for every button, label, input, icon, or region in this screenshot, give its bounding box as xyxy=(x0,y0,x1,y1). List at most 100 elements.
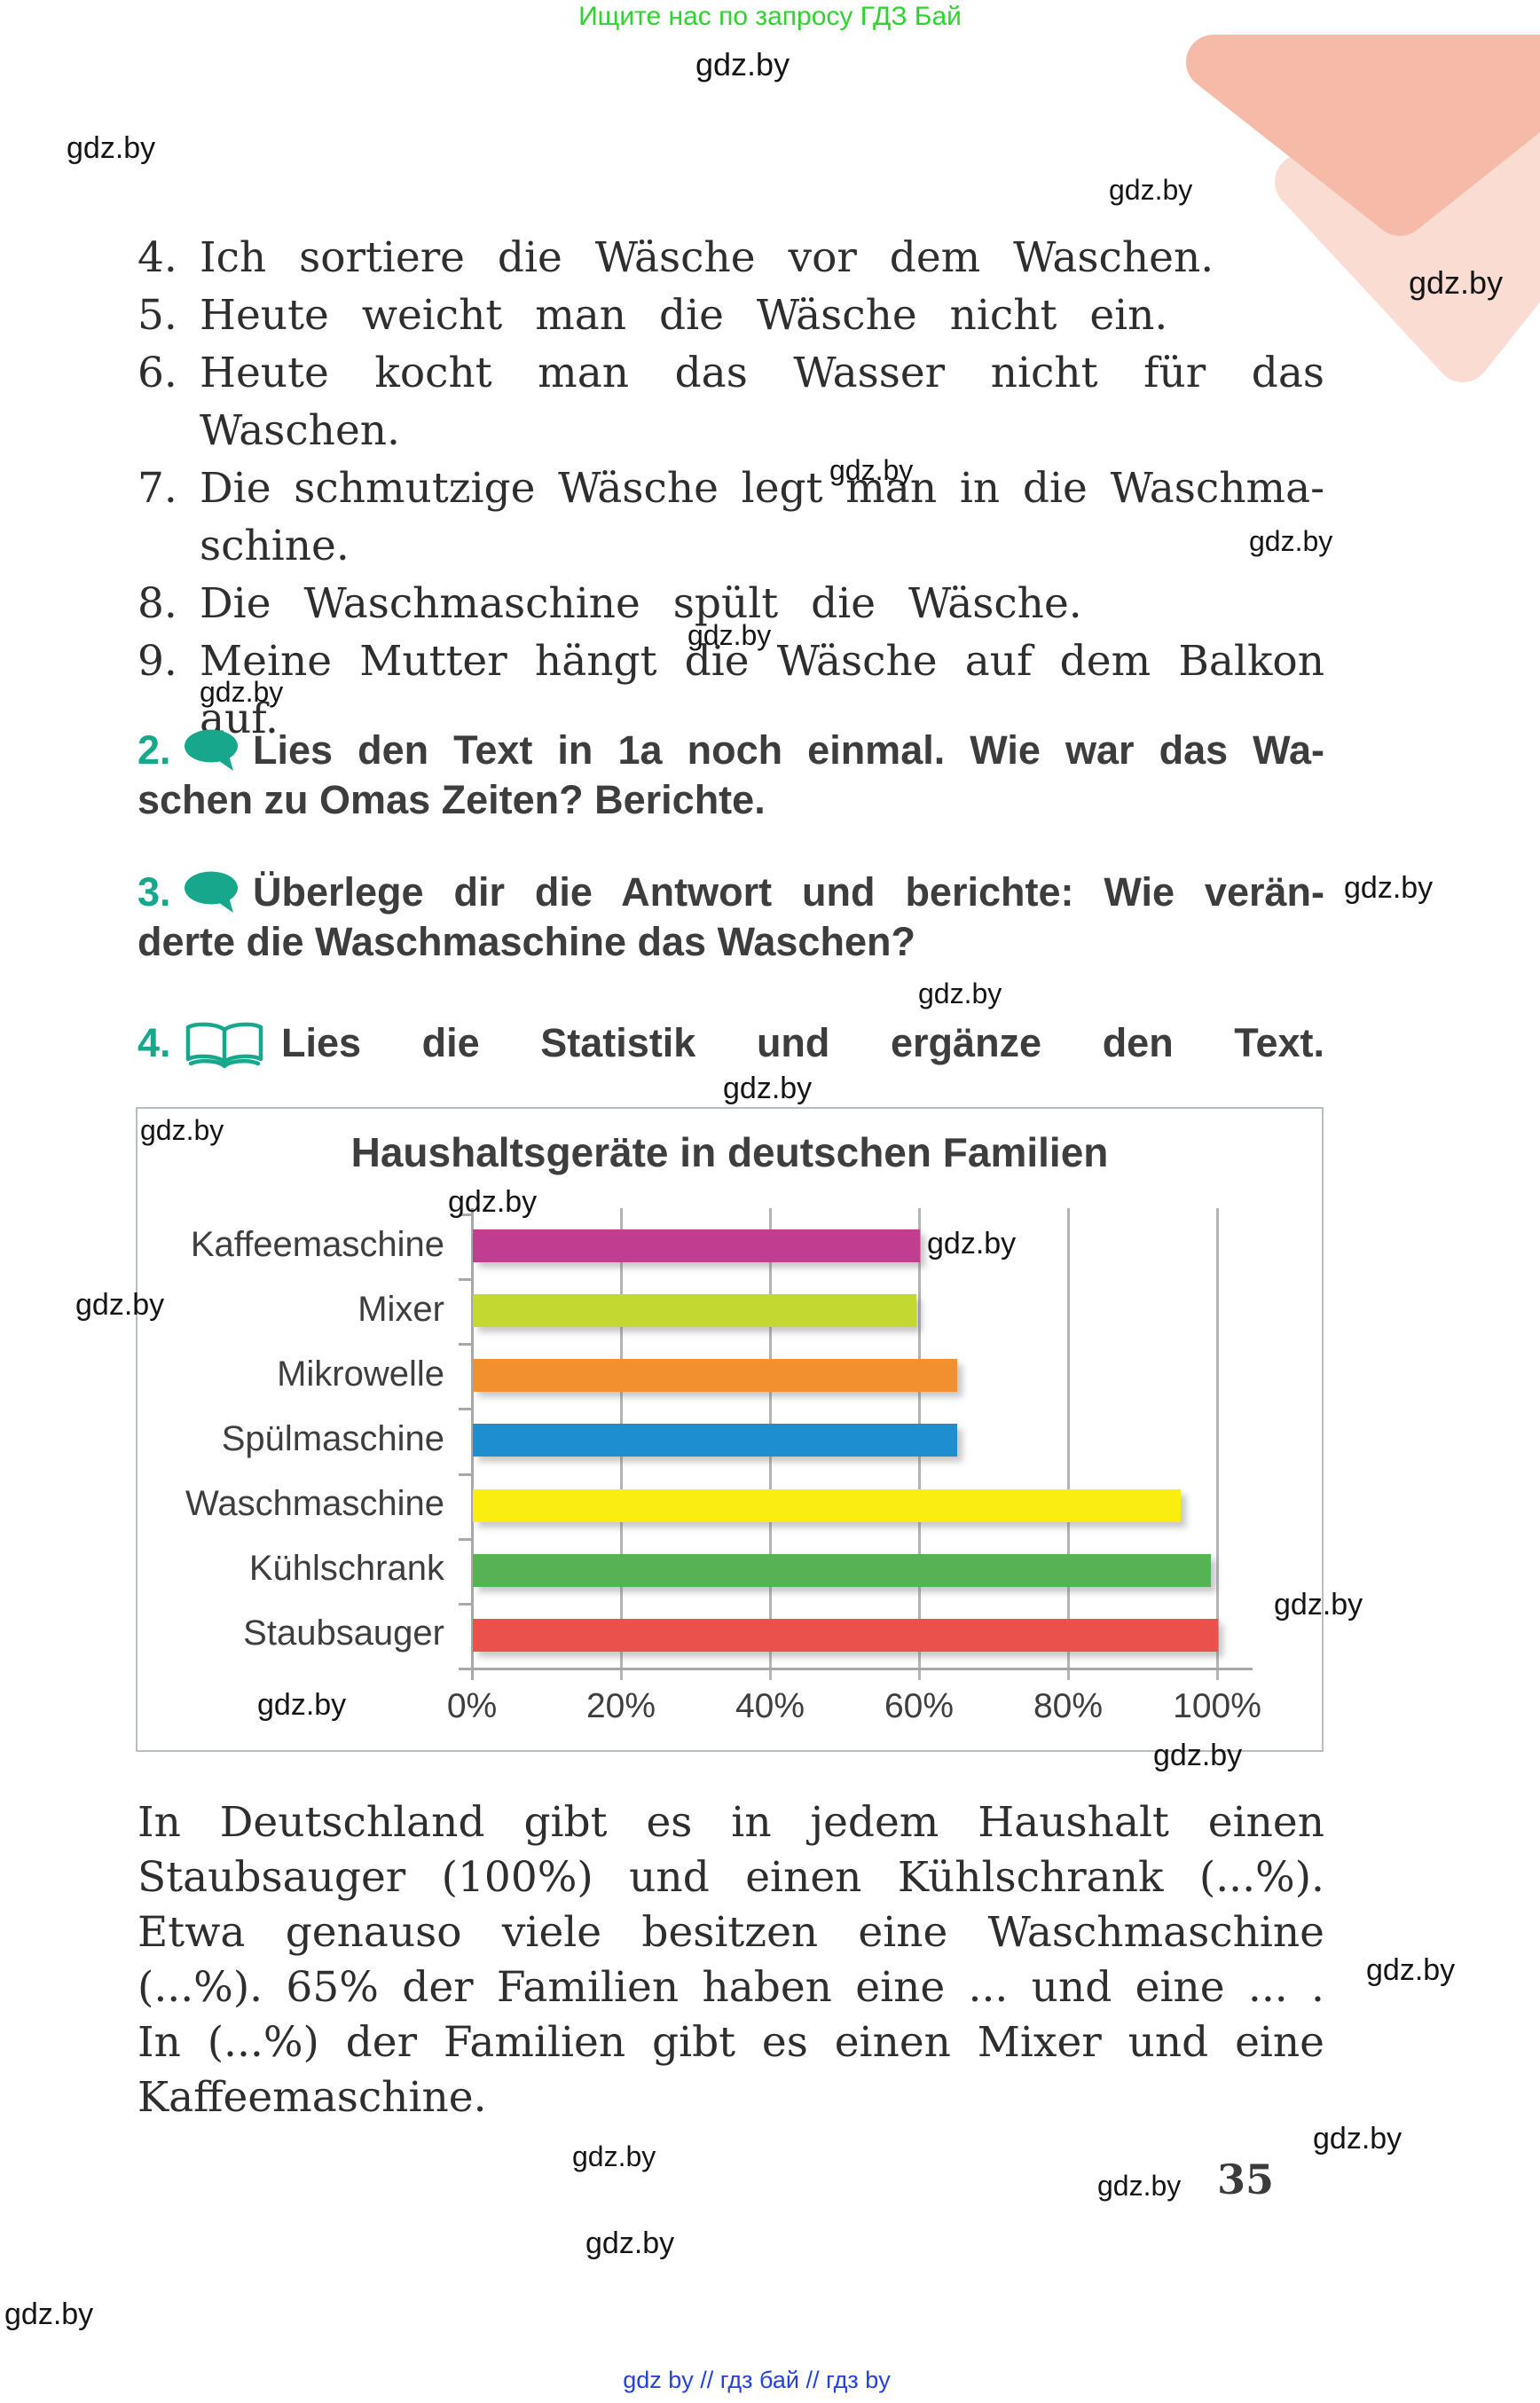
bar-kühlschrank xyxy=(473,1554,1211,1587)
site-watermark: gdz.by xyxy=(1274,1588,1363,1622)
task-text-line: schen zu Omas Zeiten? Berichte. xyxy=(138,777,766,822)
x-axis-tick-label: 0% xyxy=(446,1687,498,1725)
x-axis-tick-label: 40% xyxy=(735,1687,805,1725)
site-watermark: gdz.by xyxy=(585,2226,675,2260)
paragraph-line: In (...%) der Familien gibt es einen Mix… xyxy=(138,2018,1324,2067)
y-axis-tick xyxy=(459,1603,472,1606)
y-axis-tick xyxy=(459,1213,472,1216)
chart-gridline xyxy=(1216,1208,1219,1680)
paragraph-line: Staubsauger (100%) und einen Kühlschrank… xyxy=(138,1853,1324,1902)
site-watermark: gdz.by xyxy=(1313,2122,1402,2156)
bar-waschmaschine xyxy=(473,1489,1181,1522)
open-book-icon xyxy=(184,1022,265,1081)
site-watermark: gdz.by xyxy=(4,2297,94,2331)
task-number: 4. xyxy=(138,1020,171,1065)
list-item-number: 4. xyxy=(138,233,177,282)
x-axis-line xyxy=(459,1668,1253,1670)
list-item-line: Die Waschmaschine spült die Wäsche. xyxy=(200,579,1082,628)
task-text-line: Überlege dir die Antwort und berichte: W… xyxy=(253,869,1324,915)
x-axis-tick-label: 100% xyxy=(1173,1687,1261,1725)
paragraph-line: Kaffeemaschine. xyxy=(138,2073,487,2122)
bar-mikrowelle xyxy=(473,1359,957,1392)
category-label: Spülmaschine xyxy=(221,1419,444,1458)
speech-bubble-icon xyxy=(184,729,242,785)
site-watermark: gdz.by xyxy=(1097,2170,1182,2202)
site-watermark: gdz.by xyxy=(829,454,914,486)
category-label: Staubsauger xyxy=(243,1614,444,1653)
exercise-list: 4. Ich sortiere die Wäsche vor dem Wasche… xyxy=(138,229,1324,748)
chart-title: Haushaltsgeräte in deutschen Familien xyxy=(350,1129,1109,1175)
paragraph-line: Etwa genauso viele besitzen eine Waschma… xyxy=(138,1908,1324,1957)
category-label: Kaffeemaschine xyxy=(190,1225,444,1264)
site-watermark: gdz.by xyxy=(723,1072,813,1105)
speech-bubble-icon xyxy=(184,871,242,927)
list-item-line: Heute kocht man das Wasser nicht für das… xyxy=(200,349,1324,455)
site-watermark: gdz.by xyxy=(572,2140,656,2172)
list-item: 5. Heute weicht man die Wäsche nicht ein. xyxy=(138,287,1324,344)
site-watermark: gdz.by xyxy=(1409,264,1504,301)
footer-links[interactable]: gdz by // гдз бай // гдз by xyxy=(623,2367,891,2393)
promo-text: Ищите нас по запросу ГДЗ Бай xyxy=(578,2,962,31)
gap-text-paragraph: In Deutschland gibt es in jedem Haushalt… xyxy=(138,1795,1324,2125)
site-watermark: gdz.by xyxy=(1249,525,1333,557)
site-watermark: gdz.by xyxy=(67,131,156,165)
bar-spülmaschine xyxy=(473,1424,957,1457)
site-watermark: gdz.by xyxy=(75,1288,165,1322)
task-number: 2. xyxy=(138,727,171,773)
category-label: Mikrowelle xyxy=(277,1355,444,1394)
paragraph-line: In Deutschland gibt es in jedem Haushalt… xyxy=(138,1798,1324,1847)
page-number: 35 xyxy=(1217,2156,1275,2203)
site-watermark: gdz.by xyxy=(140,1114,224,1146)
site-watermark: gdz.by xyxy=(200,676,284,708)
chart-gridline xyxy=(471,1208,474,1680)
task-2: 2. Lies den Text in 1a noch einmal. Wie w… xyxy=(138,726,1324,825)
site-watermark: gdz.by xyxy=(257,1688,347,1722)
list-item-number: 7. xyxy=(138,464,177,513)
bar-kaffeemaschine xyxy=(473,1229,920,1262)
list-item: 4. Ich sortiere die Wäsche vor dem Wasche… xyxy=(138,229,1324,287)
list-item: 6. Heute kocht man das Wasser nicht für d… xyxy=(138,344,1324,459)
site-watermark: gdz.by xyxy=(927,1227,1017,1260)
category-label: Mixer xyxy=(358,1290,444,1329)
task-text-line: Lies den Text in 1a noch einmal. Wie war… xyxy=(253,727,1324,773)
list-item-line: Ich sortiere die Wäsche vor dem Waschen. xyxy=(200,233,1214,282)
list-item-line: Meine Mutter hängt die Wäsche auf dem Ba… xyxy=(200,637,1324,686)
site-watermark: gdz.by xyxy=(695,46,790,82)
list-item: 8. Die Waschmaschine spült die Wäsche. xyxy=(138,575,1324,632)
chart-gridline xyxy=(1067,1208,1070,1680)
site-watermark: gdz.by xyxy=(688,619,772,651)
bar-chart: Haushaltsgeräte in deutschen Familien 0%… xyxy=(136,1107,1324,1752)
task-text-line: Lies die Statistik und ergänze den Text. xyxy=(281,1020,1324,1065)
bar-staubsauger xyxy=(473,1619,1218,1652)
site-watermark: gdz.by xyxy=(448,1185,538,1219)
x-axis-tick-label: 20% xyxy=(585,1687,656,1725)
site-watermark: gdz.by xyxy=(1109,174,1193,206)
list-item-number: 5. xyxy=(138,291,177,340)
site-watermark: gdz.by xyxy=(918,978,1002,1009)
y-axis-tick xyxy=(459,1473,472,1476)
y-axis-tick xyxy=(459,1278,472,1281)
list-item: 9. Meine Mutter hängt die Wäsche auf dem … xyxy=(138,632,1324,748)
bar-mixer xyxy=(473,1294,916,1327)
x-axis-tick-label: 80% xyxy=(1033,1687,1104,1725)
y-axis-tick xyxy=(459,1668,472,1670)
paragraph-line: (...%). 65% der Familien haben eine ... … xyxy=(138,1963,1324,2012)
task-number: 3. xyxy=(138,869,171,915)
task-4: 4. Lies die Statistik und ergänze den Tex… xyxy=(138,1018,1324,1069)
decoration-triangle-dark xyxy=(1186,35,1540,236)
task-text-line: derte die Waschmaschine das Waschen? xyxy=(138,919,915,964)
y-axis-tick xyxy=(459,1343,472,1346)
category-label: Waschmaschine xyxy=(185,1484,444,1523)
list-item-line: Heute weicht man die Wäsche nicht ein. xyxy=(200,291,1168,340)
category-label: Kühlschrank xyxy=(248,1549,444,1588)
site-watermark: gdz.by xyxy=(1153,1739,1243,1772)
list-item-number: 9. xyxy=(138,637,177,686)
task-3: 3. Überlege dir die Antwort und berichte:… xyxy=(138,868,1324,967)
list-item-line: schine. xyxy=(200,522,350,570)
y-axis-tick xyxy=(459,1538,472,1541)
list-item-line: Die schmutzige Wäsche legt man in die Wa… xyxy=(200,464,1324,513)
list-item-number: 6. xyxy=(138,349,177,397)
y-axis-tick xyxy=(459,1408,472,1410)
list-item: 7. Die schmutzige Wäsche legt man in die … xyxy=(138,459,1324,575)
list-item-number: 8. xyxy=(138,579,177,628)
